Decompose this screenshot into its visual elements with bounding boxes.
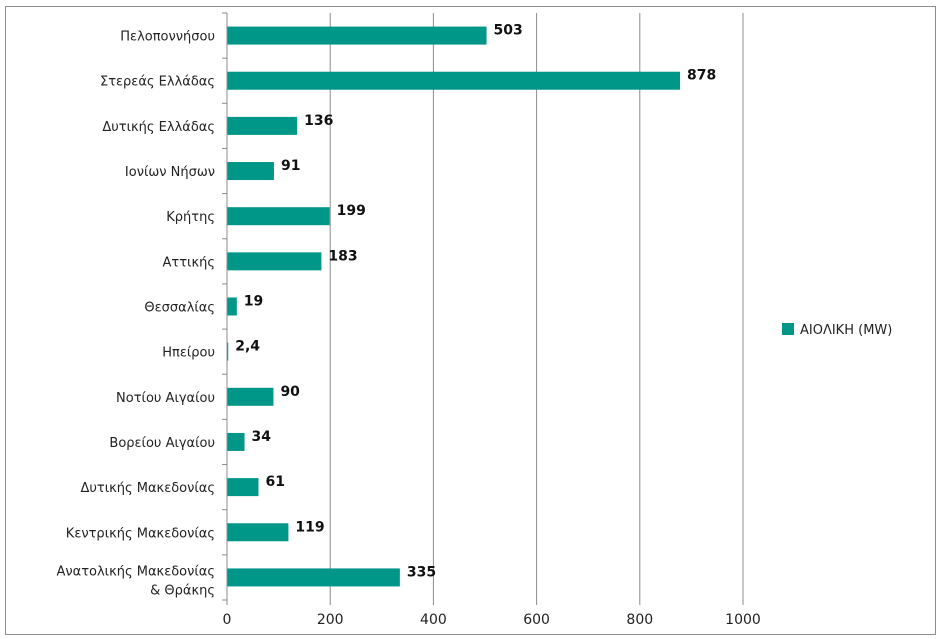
x-tick-label: 600 [523,612,550,628]
data-label-7: 19 [244,294,263,310]
data-label-1: 503 [494,23,523,39]
bar-7 [227,297,237,316]
axis-layer: 0 200 400 600 800 1000 Πελοποννήσου Στερεάς Ελλ… [56,12,761,628]
bar-9 [227,387,274,406]
data-label-12: 119 [295,519,324,535]
x-tick-label: 800 [626,612,653,628]
data-label-8: 2,4 [235,339,260,355]
label-layer: 503 878 136 91 199 183 19 2,4 90 34 61 119 335 [235,23,716,581]
grid-layer [329,13,744,600]
bar-13 [227,568,400,587]
bar-layer [227,26,681,587]
category-label-5: Κρήτης [166,210,215,225]
data-label-9: 90 [280,384,300,400]
bar-12 [227,523,289,542]
bar-4 [227,162,274,181]
category-label-line: & Θράκης [150,583,215,598]
chart-frame: 503 878 136 91 199 183 19 2,4 90 34 61 119 335 0 200 4… [5,6,936,635]
bar-10 [227,432,245,451]
data-label-10: 34 [252,429,272,445]
category-label-3: Δυτικής Ελλάδας [102,120,215,135]
bar-1 [227,26,487,45]
data-label-5: 199 [337,203,366,219]
legend: ΑΙΟΛΙΚΗ (MW) [782,323,892,338]
category-label-2: Στερεάς Ελλάδας [100,75,215,90]
bar-6 [227,252,322,271]
x-tick-label: 0 [223,612,232,628]
category-label-7: Θεσσαλίας [144,301,215,316]
category-label-line: Ανατολικής Μακεδονίας [56,564,215,579]
x-tick-label: 400 [420,612,447,628]
bar-11 [227,478,259,497]
legend-swatch [782,323,794,335]
data-label-11: 61 [265,474,284,490]
wind-power-bar-chart: 503 878 136 91 199 183 19 2,4 90 34 61 119 335 0 200 4… [56,12,892,628]
category-label-1: Πελοποννήσου [120,30,215,45]
x-tick-label: 200 [317,612,344,628]
category-label-4: Ιονίων Νήσων [125,165,215,180]
bar-3 [227,116,298,135]
data-label-13: 335 [407,564,436,580]
category-label-9: Νοτίου Αιγαίου [116,391,215,406]
category-label-10: Βορείου Αιγαίου [109,436,215,451]
bar-2 [227,71,681,90]
data-label-3: 136 [304,113,333,129]
data-label-2: 878 [687,68,716,84]
category-label-13: Ανατολικής Μακεδονίας & Θράκης [56,564,215,598]
category-label-12: Κεντρικής Μακεδονίας [66,526,215,541]
bar-8 [227,342,229,361]
bar-5 [227,207,330,226]
data-label-4: 91 [281,158,300,174]
data-label-6: 183 [328,248,357,264]
category-label-6: Αττικής [163,255,215,270]
legend-label: ΑΙΟΛΙΚΗ (MW) [800,323,892,338]
x-tick-label: 1000 [725,612,761,628]
category-label-11: Δυτικής Μακεδονίας [80,481,215,496]
category-label-8: Ηπείρου [162,346,215,361]
